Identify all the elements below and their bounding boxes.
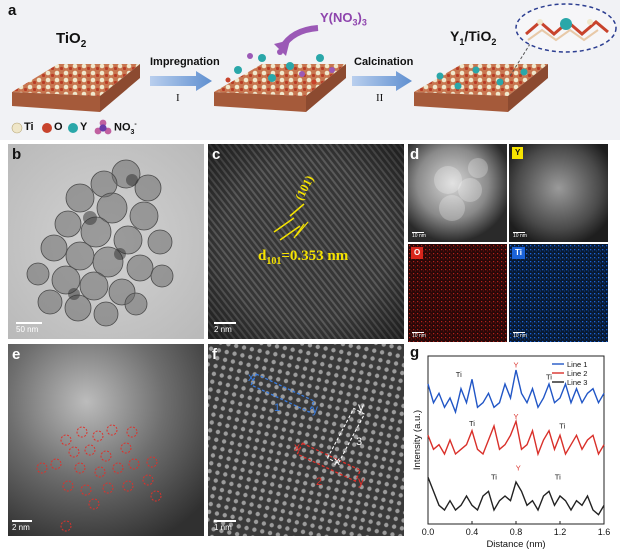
peak-annotation: Ti [491, 473, 497, 482]
x-tick-label: 0.0 [422, 527, 435, 537]
panel-b-label: b [12, 146, 22, 163]
legend-label-3: Line 3 [567, 378, 587, 387]
x-tick-label: 1.2 [554, 527, 567, 537]
panel-c-scalebar [214, 322, 236, 324]
reagent-label: Y(NO3)3 [320, 10, 367, 28]
eds-o-tag: O [411, 247, 424, 259]
legend-y-text: Y [80, 121, 88, 133]
legend-label-2: Line 2 [567, 369, 587, 378]
product-title: Y1/TiO2 [450, 28, 497, 47]
x-axis-label: Distance (nm) [486, 539, 545, 550]
arrow-i [150, 71, 212, 91]
eds-y-map: Y 10 nm [509, 144, 608, 242]
legend-o-ball [42, 123, 52, 133]
legend-label-1: Line 1 [567, 360, 587, 369]
panel-c-hrtem: c (101) d101=0.353 nm 2 nm [208, 144, 404, 339]
eds-ti-scale: 10 nm [513, 333, 527, 339]
impregnated-slab [214, 49, 346, 112]
x-tick-label: 0.4 [466, 527, 479, 537]
panel-f-scale: 1 nm [214, 523, 232, 532]
tem-particles [8, 144, 204, 339]
panel-e-label: e [12, 346, 21, 363]
eds-y-scalebar [513, 232, 525, 233]
step2-num: II [376, 92, 384, 104]
eds-y-scale: 10 nm [513, 233, 527, 239]
panel-e-scalebar [12, 520, 32, 522]
eds-haadf-scale: 10 nm [412, 233, 426, 239]
eds-ti-map: Ti 10 nm [509, 244, 608, 342]
peak-annotation: Y [513, 412, 518, 421]
tio2-title: TiO2 [56, 30, 87, 50]
eds-ti-tag: Ti [512, 247, 525, 259]
y-axis-label: Intensity (a.u.) [412, 410, 423, 470]
line1-y: y [312, 402, 318, 416]
step2-label: Calcination [354, 56, 414, 68]
eds-o-scalebar [412, 332, 424, 333]
panel-f-scalebar [214, 520, 236, 522]
line1-num: 1 [274, 402, 281, 414]
series-line-1 [427, 369, 605, 415]
peak-annotation: Ti [546, 372, 552, 381]
peak-annotation: Y [516, 463, 521, 472]
panel-e-scale: 2 nm [12, 523, 30, 532]
line2-y: y [358, 474, 364, 488]
x-tick-label: 0.8 [510, 527, 523, 537]
peak-annotation: Ti [456, 370, 462, 379]
haadf-e-image [8, 344, 204, 536]
hrtem-lattice [208, 144, 404, 339]
schematic-svg [11, 3, 617, 135]
line3-x: x [334, 454, 340, 468]
series-line-3 [427, 477, 605, 516]
zoom-inset [515, 3, 617, 53]
line-3-box [326, 407, 366, 465]
legend-no3-glyph [94, 119, 112, 135]
panel-b-scalebar [16, 322, 42, 324]
y1-tio2-slab [414, 43, 548, 112]
step1-label: Impregnation [150, 56, 220, 68]
line-2-box [296, 442, 362, 483]
panel-f-haadf: f x y 1 x y 2 y x 3 1 nm [208, 344, 404, 536]
panel-c-scale: 2 nm [214, 325, 232, 334]
line1-x: x [248, 370, 254, 384]
eds-ti-scalebar [513, 332, 525, 333]
intensity-chart: 0.0 0.4 0.8 1.2 1.6 Distance (nm) Intensity (a… [412, 355, 611, 550]
peak-annotation: Y [513, 361, 518, 370]
peak-annotation: Ti [469, 419, 475, 428]
step1-num: I [176, 92, 180, 104]
panel-d-label: d [410, 146, 420, 163]
peak-annotation: Ti [559, 421, 565, 430]
eds-y-tag: Y [512, 147, 524, 159]
legend-no3-text: NO3- [114, 121, 137, 136]
d-spacing-label: d101=0.353 nm [258, 248, 349, 267]
line2-num: 2 [316, 476, 323, 488]
haadf-f-image [208, 344, 404, 536]
eds-o-map: O 10 nm [408, 244, 507, 342]
legend-ti-ball [11, 122, 23, 134]
eds-o-scale: 10 nm [412, 333, 426, 339]
panel-f-label: f [212, 346, 217, 363]
legend-o-text: O [54, 121, 63, 133]
panel-g-label: g [410, 344, 420, 361]
panel-b-scale: 50 nm [16, 325, 39, 334]
line2-x: x [294, 440, 300, 454]
line3-num: 3 [356, 436, 363, 448]
eds-haadf-scalebar [412, 232, 424, 233]
legend-y-ball [68, 123, 78, 133]
panel-a: a [0, 0, 620, 140]
peak-annotation: Ti [555, 473, 561, 482]
panel-a-label: a [8, 2, 17, 19]
panel-e-haadf: e 2 nm [8, 344, 204, 536]
arrow-ii [352, 71, 412, 91]
x-tick-label: 1.6 [598, 527, 611, 537]
legend-ti-text: Ti [24, 121, 34, 133]
line3-y: y [358, 400, 364, 414]
series-line-2 [427, 418, 605, 457]
eds-haadf: 10 nm [408, 144, 507, 242]
panel-b-tem: b 50 nm [8, 144, 204, 339]
panel-c-label: c [212, 146, 221, 163]
tio2-slab [12, 64, 140, 112]
